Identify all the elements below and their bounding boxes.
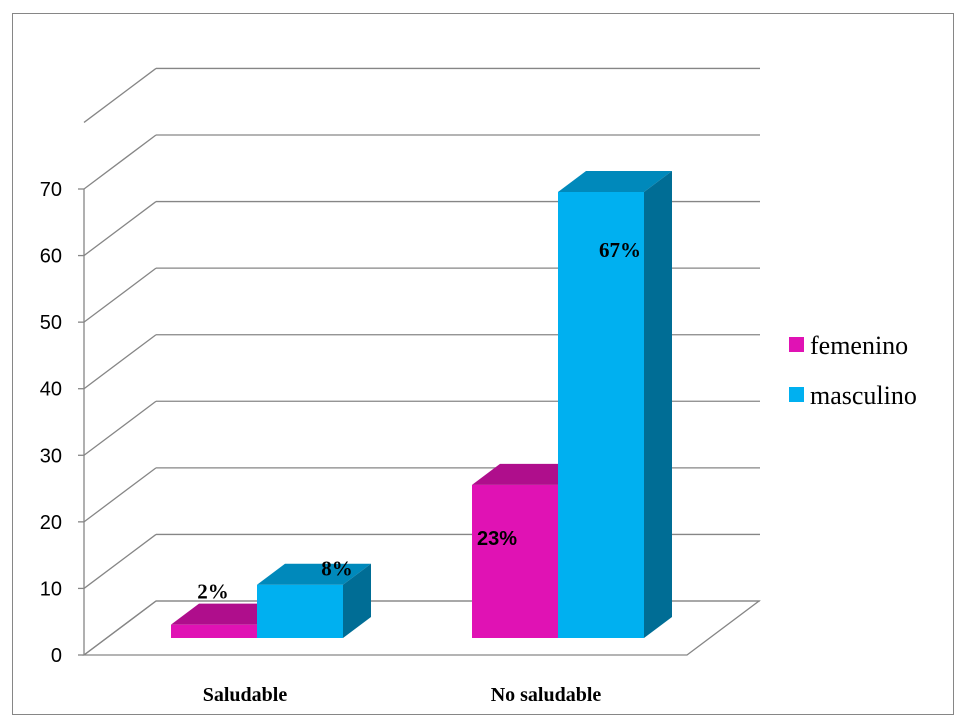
bars xyxy=(171,170,672,638)
legend-label: femenino xyxy=(810,331,908,360)
gridline-depth xyxy=(83,267,157,323)
data-label: 23% xyxy=(477,528,517,550)
bar-front xyxy=(472,484,558,638)
y-tick-label: 60 xyxy=(40,246,62,268)
bar-top xyxy=(171,603,285,625)
y-tick-label: 10 xyxy=(40,578,62,600)
gridline-depth xyxy=(83,67,157,123)
gridline-depth xyxy=(83,400,157,456)
bar-top xyxy=(558,170,672,192)
y-tick-label: 20 xyxy=(40,512,62,534)
gridline-depth xyxy=(83,334,157,390)
bar-front xyxy=(257,584,343,638)
bar-side xyxy=(644,170,672,638)
bar-side xyxy=(343,563,371,638)
y-tick-label: 40 xyxy=(40,379,62,401)
bar-front xyxy=(558,191,644,638)
y-tick-label: 70 xyxy=(40,179,62,201)
data-label: 2% xyxy=(197,580,229,604)
gridline-depth xyxy=(83,134,157,190)
data-labels: 2% 8% 23% 67% xyxy=(197,238,641,604)
legend: femenino masculino xyxy=(789,331,917,410)
bar-top xyxy=(257,563,371,585)
data-label: 8% xyxy=(321,557,353,581)
legend-label: masculino xyxy=(810,381,917,410)
gridline-depth xyxy=(83,201,157,257)
y-tick-label: 30 xyxy=(40,445,62,467)
gridline-depth xyxy=(83,600,157,656)
bar-front xyxy=(171,624,257,638)
category-labels: Saludable No saludable xyxy=(203,684,602,706)
bar-masculino-1 xyxy=(558,170,672,638)
bar-masculino-0 xyxy=(257,563,371,638)
legend-swatch xyxy=(789,337,804,352)
category-label: Saludable xyxy=(203,684,288,706)
gridline-depth xyxy=(83,533,157,589)
y-axis-ticks: 0 10 20 30 40 50 60 70 xyxy=(40,179,62,667)
y-tick-label: 50 xyxy=(40,312,62,334)
gridline-depth xyxy=(83,467,157,523)
legend-swatch xyxy=(789,387,804,402)
category-label: No saludable xyxy=(491,684,602,706)
bar-top xyxy=(472,463,586,485)
y-tick-label: 0 xyxy=(51,645,62,667)
data-label: 67% xyxy=(599,238,641,262)
